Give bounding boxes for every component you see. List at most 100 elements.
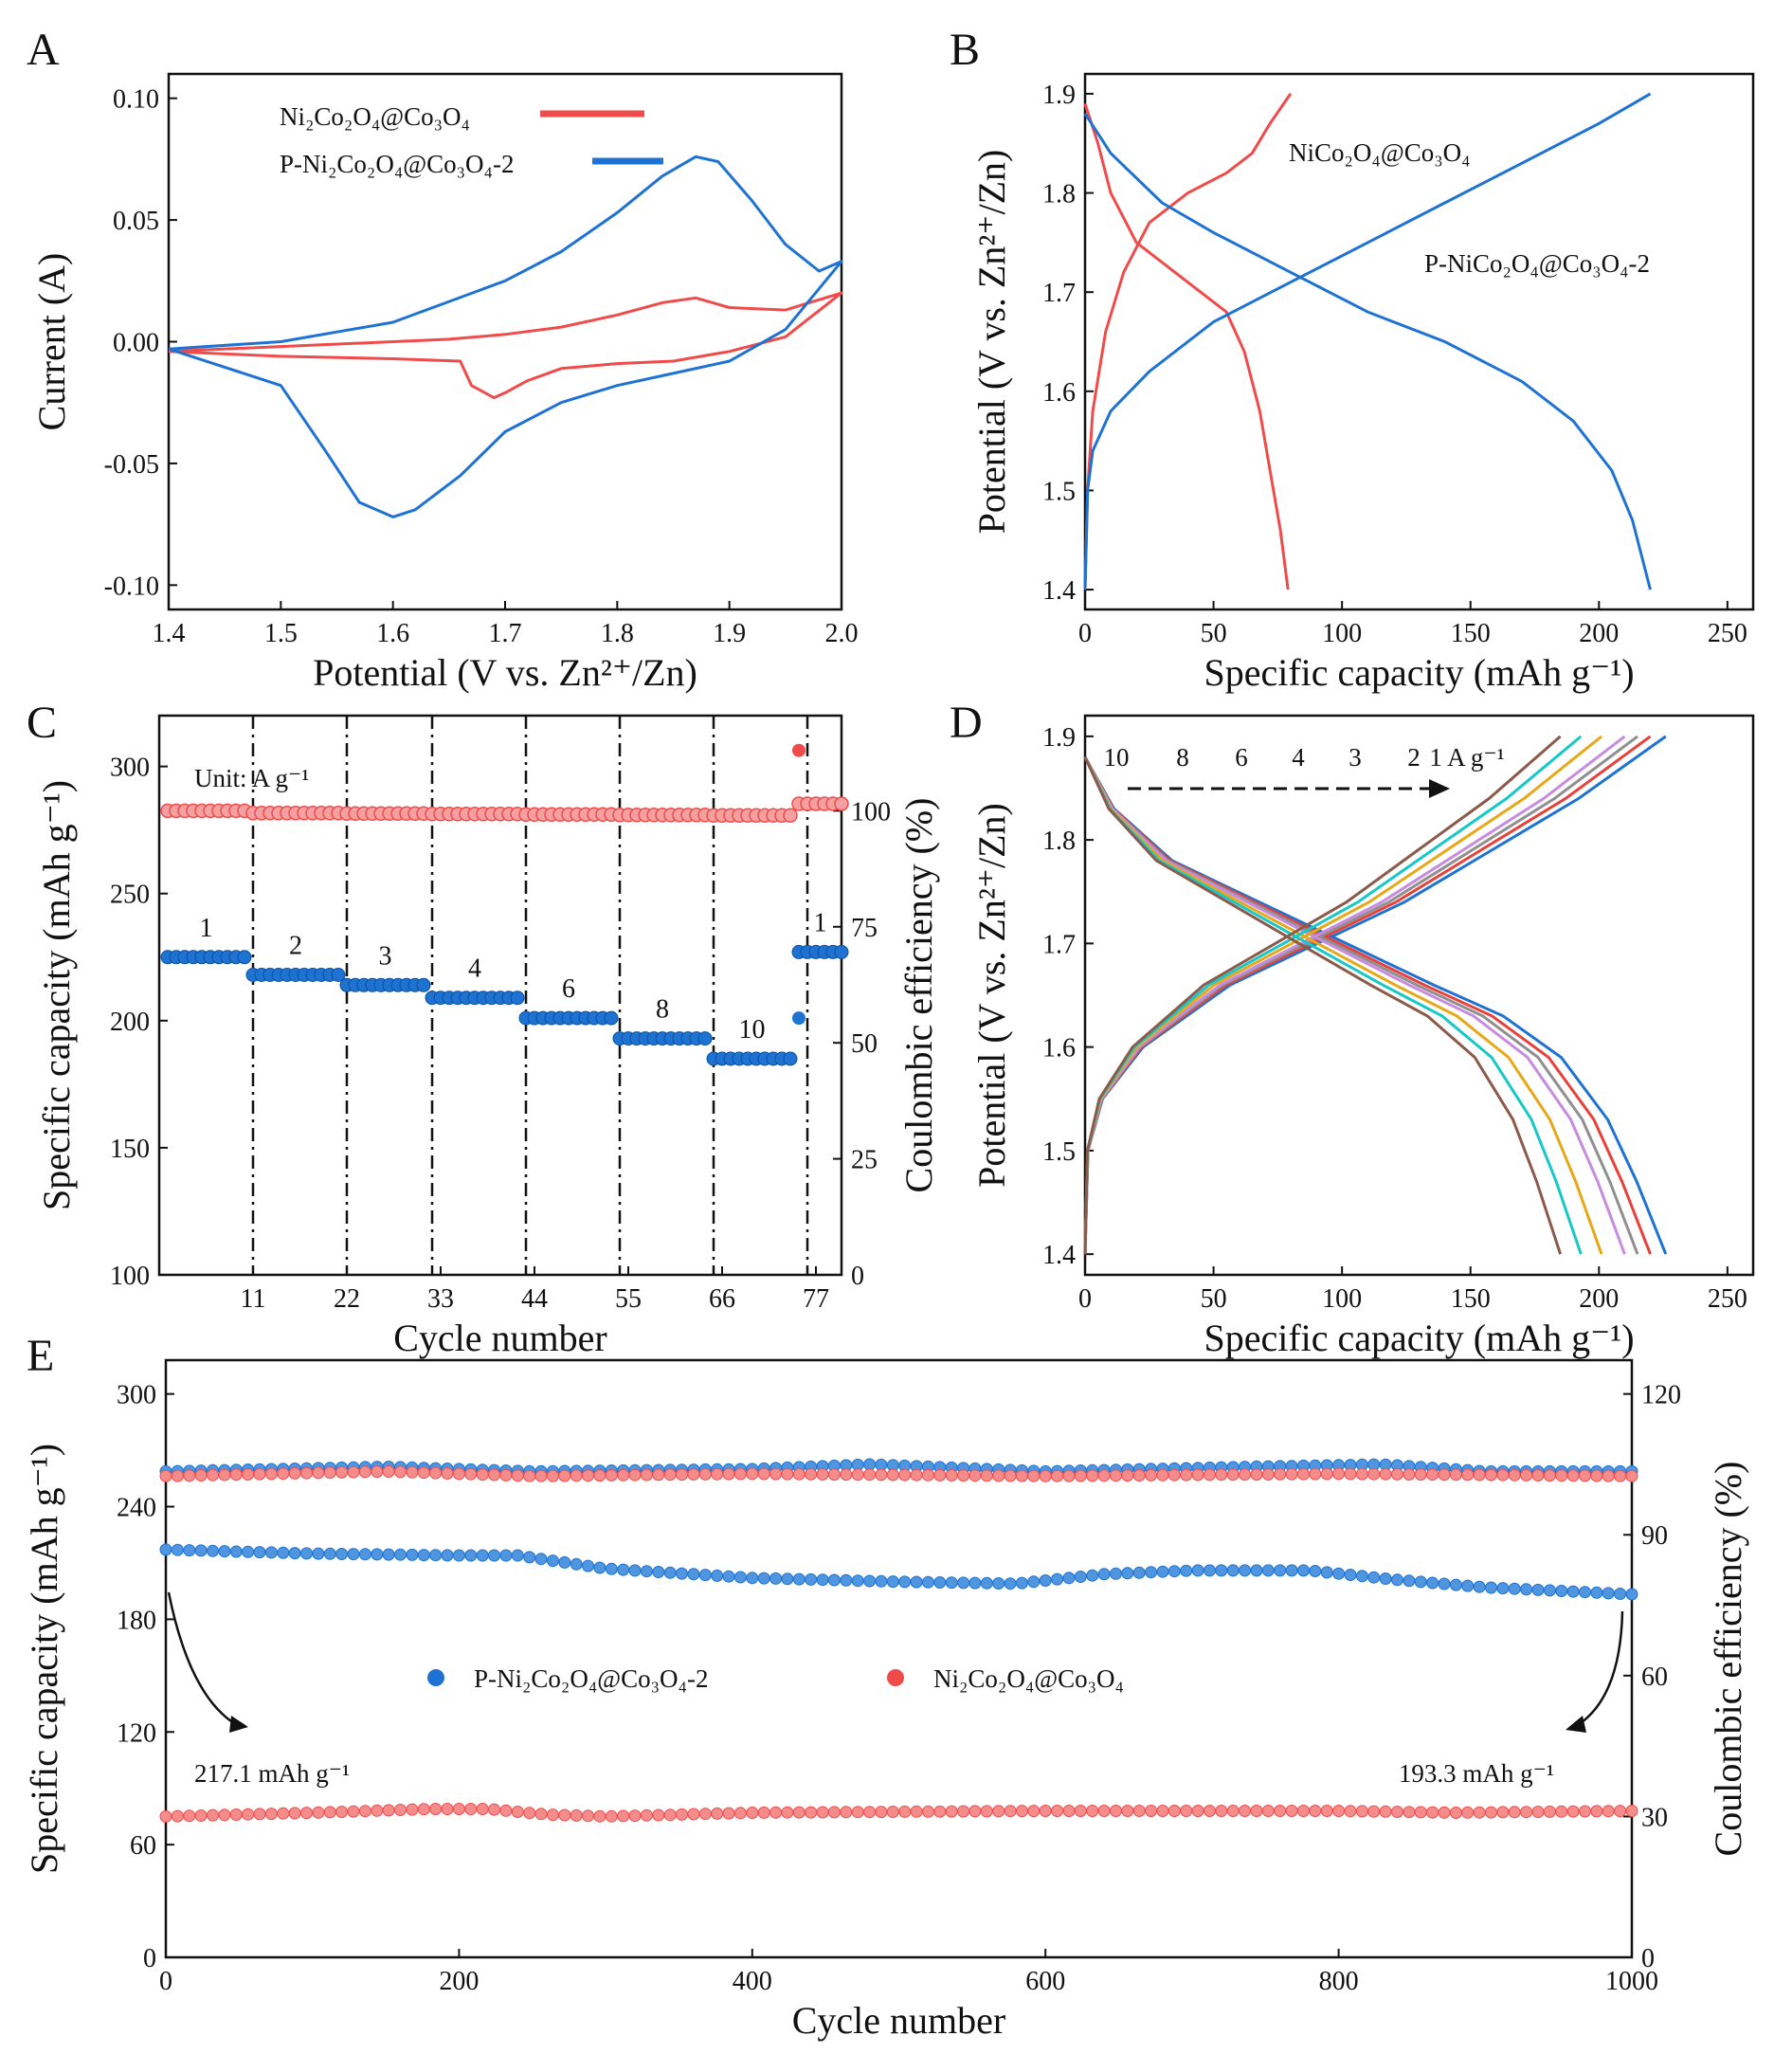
cycle-point bbox=[1062, 1805, 1076, 1817]
cycle-point bbox=[1344, 1467, 1357, 1481]
cycle-point bbox=[746, 1807, 759, 1819]
y-axis-label: Potential (V vs. Zn²⁺/Zn) bbox=[970, 150, 1013, 535]
cycle-point bbox=[1062, 1572, 1076, 1585]
cycle-point bbox=[1027, 1469, 1041, 1482]
cycle-point bbox=[1367, 1467, 1381, 1481]
x-tick-label: 22 bbox=[334, 1284, 360, 1314]
cycle-point bbox=[264, 1808, 278, 1821]
cycle-point bbox=[1226, 1564, 1240, 1577]
cycle-point bbox=[183, 1544, 196, 1557]
rate-label: 1 bbox=[814, 908, 827, 937]
cycle-point bbox=[863, 1458, 877, 1471]
cycle-point bbox=[1015, 1469, 1028, 1482]
current-label: 8 bbox=[1176, 743, 1189, 772]
cycle-point bbox=[1391, 1806, 1403, 1818]
cycle-point bbox=[218, 1808, 231, 1822]
y2-axis-label: Coulombic efficiency (%) bbox=[897, 798, 940, 1193]
cycle-point bbox=[1332, 1467, 1346, 1481]
cycle-point bbox=[628, 1564, 642, 1577]
cycle-point bbox=[1555, 1805, 1568, 1818]
x-tick-label: 1000 bbox=[1605, 1967, 1658, 1996]
y-axis-label: Specific capacity (mAh g⁻¹) bbox=[35, 780, 78, 1210]
x-tick-label: 50 bbox=[1201, 619, 1227, 648]
cycle-point bbox=[698, 1467, 712, 1481]
ce-point bbox=[783, 808, 798, 824]
cycle-point bbox=[1508, 1582, 1521, 1595]
cycle-point bbox=[698, 1569, 712, 1582]
cycle-point bbox=[1403, 1806, 1416, 1819]
cycle-point bbox=[827, 1806, 841, 1819]
y-tick-label: 1.6 bbox=[1042, 1034, 1076, 1063]
cycle-point bbox=[1625, 1469, 1638, 1482]
cycle-point bbox=[628, 1468, 642, 1481]
x-tick-label: 600 bbox=[1025, 1967, 1065, 1996]
capacity-outlier bbox=[792, 1011, 805, 1026]
cycle-point bbox=[1579, 1805, 1591, 1818]
cycle-point bbox=[1285, 1467, 1298, 1481]
cycle-point bbox=[323, 1806, 336, 1819]
cycle-point bbox=[1461, 1806, 1475, 1819]
cycle-point bbox=[1355, 1805, 1368, 1818]
cycle-point bbox=[816, 1806, 829, 1819]
cycle-point bbox=[371, 1804, 384, 1817]
cycle-point bbox=[945, 1805, 958, 1818]
y2-axis-label: Coulombic efficiency (%) bbox=[1707, 1462, 1749, 1857]
cycle-point bbox=[792, 1572, 805, 1586]
y-tick-label: 60 bbox=[130, 1831, 156, 1861]
plot-frame bbox=[1083, 714, 1755, 1277]
cycle-point bbox=[1261, 1468, 1275, 1481]
current-label: 6 bbox=[1235, 743, 1248, 772]
cycle-point bbox=[1110, 1805, 1122, 1817]
cycle-point bbox=[1531, 1583, 1545, 1596]
cycle-point bbox=[805, 1572, 818, 1586]
cycle-point bbox=[1226, 1468, 1240, 1481]
x-tick-label: 33 bbox=[427, 1284, 454, 1314]
cycle-point bbox=[1086, 1805, 1099, 1817]
cycle-point bbox=[957, 1469, 970, 1482]
cycle-point bbox=[1590, 1586, 1603, 1599]
cycle-point bbox=[229, 1808, 243, 1821]
cycle-point bbox=[652, 1808, 665, 1822]
cycle-point bbox=[769, 1467, 783, 1481]
cycle-point bbox=[1250, 1468, 1263, 1481]
cycle-point bbox=[1074, 1469, 1087, 1482]
y-tick-label: 1.5 bbox=[1042, 1137, 1076, 1167]
cycle-point bbox=[840, 1573, 853, 1587]
cycle-point bbox=[417, 1549, 430, 1562]
annotation-label: 217.1 mAh g⁻¹ bbox=[194, 1759, 350, 1788]
cycle-point bbox=[1485, 1806, 1497, 1819]
cycle-point bbox=[1132, 1805, 1146, 1817]
rate-label: 6 bbox=[562, 974, 575, 1004]
cycle-point bbox=[1379, 1467, 1392, 1481]
y2-tick-label: 100 bbox=[851, 797, 891, 827]
cycle-point bbox=[1473, 1806, 1486, 1819]
cycle-point bbox=[1015, 1805, 1028, 1818]
cycle-point bbox=[382, 1548, 395, 1561]
y-tick-label: 0.10 bbox=[113, 85, 159, 115]
cycle-point bbox=[1215, 1468, 1228, 1481]
cycle-point bbox=[452, 1467, 465, 1481]
cycle-point bbox=[1355, 1467, 1368, 1481]
cycle-point bbox=[733, 1467, 747, 1481]
cycle-point bbox=[1414, 1575, 1427, 1589]
x-tick-label: 200 bbox=[1579, 619, 1619, 648]
cycle-point bbox=[1496, 1468, 1510, 1481]
cycle-point bbox=[1485, 1468, 1497, 1481]
cycle-point bbox=[898, 1468, 912, 1481]
y-tick-label: 0.05 bbox=[113, 207, 159, 236]
y-tick-label: 1.8 bbox=[1042, 180, 1076, 209]
discharge-curve bbox=[1083, 756, 1583, 1255]
cycle-point bbox=[1145, 1468, 1158, 1481]
cycle-point bbox=[1344, 1805, 1357, 1818]
cycle-point bbox=[1074, 1805, 1087, 1817]
cycle-point bbox=[253, 1808, 266, 1821]
cycle-point bbox=[1320, 1467, 1333, 1481]
cycle-point bbox=[663, 1566, 677, 1579]
cycle-point bbox=[898, 1805, 912, 1818]
cycle-point bbox=[617, 1563, 630, 1576]
cycle-point bbox=[1204, 1805, 1216, 1817]
cycle-point bbox=[159, 1543, 172, 1556]
cycle-point bbox=[1145, 1805, 1158, 1817]
cycle-point bbox=[1566, 1469, 1580, 1482]
cycle-point bbox=[1403, 1468, 1416, 1481]
